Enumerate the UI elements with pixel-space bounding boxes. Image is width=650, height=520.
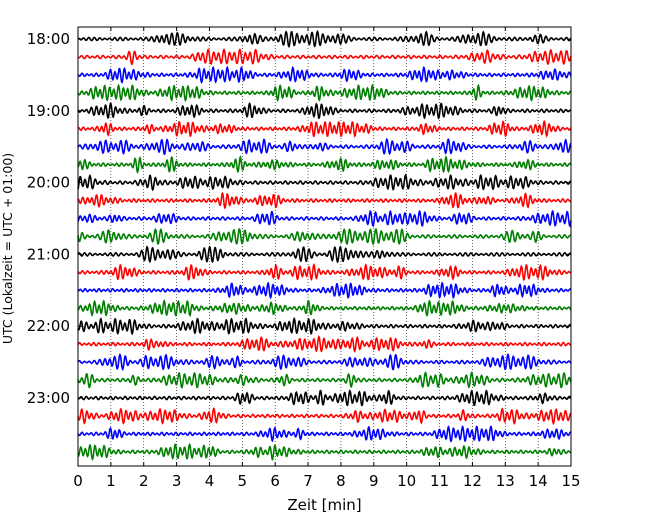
trace-lines bbox=[77, 29, 572, 462]
x-tick-label: 8 bbox=[336, 472, 346, 490]
trace-line bbox=[77, 137, 572, 156]
x-tick-label: 0 bbox=[73, 472, 83, 490]
trace-line bbox=[77, 102, 572, 120]
y-axis-ticks: 18:00 19:00 20:00 21:00 22:00 23:00 bbox=[27, 30, 571, 407]
x-axis-label: Zeit [min] bbox=[287, 496, 361, 514]
trace-line bbox=[77, 65, 572, 85]
x-tick-label: 13 bbox=[496, 472, 515, 490]
x-tick-label: 11 bbox=[430, 472, 449, 490]
y-tick-label: 19:00 bbox=[27, 102, 70, 120]
x-tick-label: 2 bbox=[139, 472, 149, 490]
trace-line bbox=[77, 48, 572, 66]
trace-line bbox=[77, 371, 572, 389]
trace-line bbox=[77, 299, 572, 317]
x-tick-label: 15 bbox=[561, 472, 580, 490]
trace-line bbox=[77, 389, 572, 407]
y-tick-label: 22:00 bbox=[27, 317, 70, 335]
y-tick-label: 18:00 bbox=[27, 30, 70, 48]
trace-line bbox=[77, 245, 572, 264]
trace-line bbox=[77, 155, 572, 175]
y-axis-label: UTC (Lokalzeit = UTC + 01:00) bbox=[0, 153, 15, 344]
y-tick-label: 21:00 bbox=[27, 245, 70, 263]
x-tick-label: 14 bbox=[529, 472, 548, 490]
trace-line bbox=[77, 263, 572, 282]
trace-line bbox=[77, 83, 572, 102]
trace-line bbox=[77, 29, 572, 48]
trace-line bbox=[77, 173, 572, 192]
trace-line bbox=[77, 335, 572, 353]
x-tick-label: 9 bbox=[369, 472, 379, 490]
x-tick-label: 10 bbox=[397, 472, 416, 490]
x-tick-label: 3 bbox=[172, 472, 182, 490]
x-tick-label: 1 bbox=[106, 472, 116, 490]
trace-line bbox=[77, 209, 572, 228]
y-tick-label: 23:00 bbox=[27, 389, 70, 407]
trace-line bbox=[77, 353, 572, 371]
trace-line bbox=[77, 317, 572, 336]
x-tick-label: 6 bbox=[270, 472, 280, 490]
trace-line bbox=[77, 191, 572, 210]
trace-line bbox=[77, 119, 572, 138]
y-tick-label: 20:00 bbox=[27, 174, 70, 192]
x-axis-ticks: 0 1 2 3 4 5 6 7 8 9 10 11 12 13 14 15 bbox=[73, 27, 581, 490]
x-tick-label: 4 bbox=[205, 472, 215, 490]
trace-line bbox=[77, 281, 572, 300]
trace-line bbox=[77, 407, 572, 425]
x-tick-label: 12 bbox=[463, 472, 482, 490]
plot-frame bbox=[77, 26, 572, 467]
trace-line bbox=[77, 425, 572, 443]
x-tick-label: 7 bbox=[303, 472, 313, 490]
trace-line bbox=[77, 442, 572, 462]
trace-line bbox=[77, 227, 572, 246]
x-tick-label: 5 bbox=[238, 472, 248, 490]
